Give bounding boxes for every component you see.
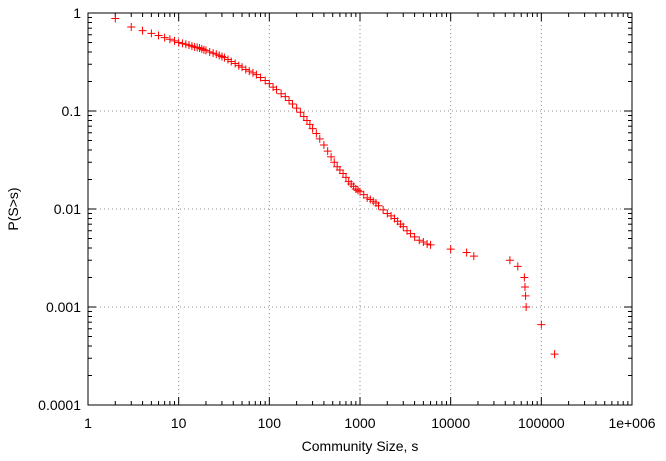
data-point bbox=[205, 47, 214, 56]
data-point bbox=[165, 35, 174, 44]
x-tick-labels: 1 10 100 1000 10000 100000 1e+006 bbox=[84, 415, 656, 431]
data-point bbox=[415, 236, 424, 245]
data-point bbox=[256, 73, 265, 82]
data-point bbox=[261, 76, 270, 85]
data-point bbox=[231, 59, 240, 68]
data-point bbox=[220, 53, 229, 62]
data-point bbox=[277, 89, 286, 98]
data-point bbox=[330, 158, 339, 167]
data-point bbox=[410, 232, 419, 241]
data-point bbox=[537, 320, 546, 329]
data-point bbox=[319, 140, 328, 149]
x-tick-label: 1e+006 bbox=[608, 415, 655, 431]
data-point bbox=[521, 291, 530, 300]
data-point bbox=[111, 14, 120, 23]
data-point bbox=[522, 303, 531, 311]
data-points bbox=[111, 14, 559, 359]
data-point bbox=[138, 26, 147, 35]
data-point bbox=[288, 99, 297, 108]
data-point bbox=[353, 186, 362, 195]
data-point bbox=[127, 22, 136, 31]
data-point bbox=[197, 44, 206, 53]
y-axis-title: P(S>s) bbox=[5, 187, 21, 230]
data-point bbox=[379, 205, 388, 214]
data-point bbox=[399, 222, 408, 231]
data-point bbox=[178, 39, 187, 48]
data-point bbox=[520, 282, 529, 291]
x-tick-label: 10 bbox=[171, 415, 187, 431]
y-tick-label: 1 bbox=[73, 5, 81, 21]
data-point bbox=[462, 248, 471, 257]
data-point bbox=[315, 134, 324, 143]
data-point bbox=[550, 350, 559, 359]
plot-frame bbox=[87, 12, 633, 406]
data-point bbox=[446, 245, 455, 254]
data-point bbox=[147, 29, 156, 38]
data-point bbox=[265, 79, 274, 88]
data-point bbox=[419, 238, 428, 247]
x-tick-label: 100 bbox=[258, 415, 282, 431]
data-point bbox=[248, 68, 257, 77]
data-point bbox=[199, 45, 208, 54]
data-point bbox=[285, 96, 294, 105]
y-tick-labels: 0.0001 0.001 0.01 0.1 1 bbox=[38, 5, 81, 413]
data-point bbox=[406, 229, 415, 238]
data-point bbox=[426, 240, 435, 249]
data-point bbox=[308, 124, 317, 133]
data-point bbox=[174, 38, 183, 47]
x-axis-title: Community Size, s bbox=[302, 438, 419, 454]
data-point bbox=[305, 120, 314, 129]
data-point bbox=[223, 55, 232, 64]
data-point bbox=[201, 46, 210, 55]
data-point bbox=[292, 104, 301, 113]
data-point bbox=[252, 70, 261, 79]
data-point bbox=[241, 65, 250, 74]
x-tick-label: 1000 bbox=[344, 415, 375, 431]
y-tick-label: 0.1 bbox=[62, 103, 82, 119]
axis-ticks bbox=[87, 12, 633, 406]
data-point bbox=[272, 85, 281, 94]
data-point bbox=[341, 173, 350, 182]
y-tick-label: 0.001 bbox=[46, 299, 81, 315]
data-point bbox=[160, 33, 169, 42]
x-tick-label: 1 bbox=[84, 415, 92, 431]
data-point bbox=[351, 184, 360, 193]
data-point bbox=[312, 129, 321, 138]
grid-lines bbox=[88, 13, 632, 405]
data-point bbox=[281, 92, 290, 101]
data-point bbox=[423, 239, 432, 248]
data-point bbox=[505, 256, 514, 265]
data-point bbox=[374, 201, 383, 210]
data-point bbox=[513, 262, 522, 271]
data-point bbox=[299, 112, 308, 121]
data-point bbox=[520, 273, 529, 282]
data-point bbox=[234, 61, 243, 70]
data-point bbox=[170, 36, 179, 45]
y-tick-label: 0.01 bbox=[54, 201, 81, 217]
y-tick-label: 0.0001 bbox=[38, 397, 81, 413]
x-tick-label: 100000 bbox=[518, 415, 565, 431]
data-point bbox=[245, 67, 254, 76]
data-point bbox=[323, 147, 332, 156]
data-point bbox=[154, 31, 163, 40]
data-point bbox=[227, 57, 236, 66]
data-point bbox=[469, 252, 478, 261]
data-point bbox=[296, 108, 305, 117]
x-tick-label: 10000 bbox=[431, 415, 470, 431]
data-point bbox=[327, 152, 336, 161]
